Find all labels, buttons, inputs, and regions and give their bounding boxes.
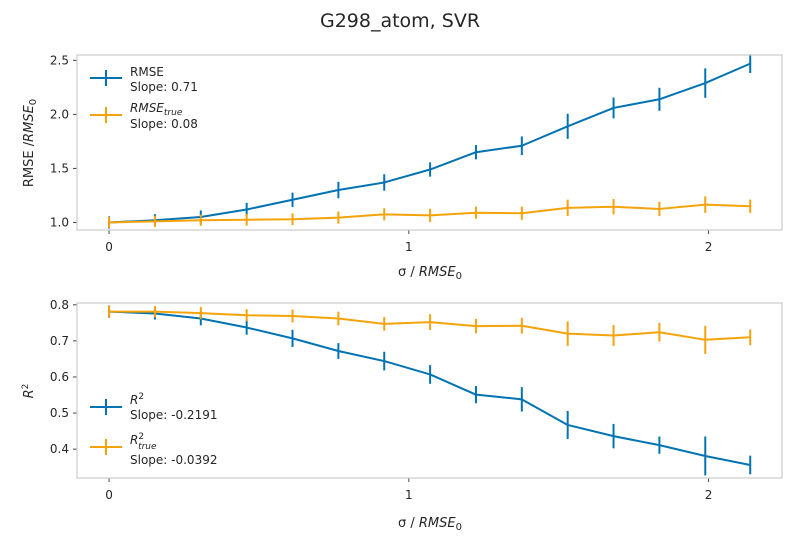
bottom-x-axis-label: σ / RMSE0: [398, 516, 462, 533]
top-chart: 0 1 2 1.0 1.5 2.0 2.5 RMSE Slope: 0.71 RMSEtru…: [22, 53, 783, 282]
top-chart-ticks: 0 1 2 1.0 1.5 2.0 2.5: [50, 53, 712, 254]
top-x-axis-label: σ / RMSE0: [398, 265, 462, 282]
legend-label-r2-true: R2 true: [130, 432, 157, 452]
legend-slope-rmse-true: Slope: 0.08: [130, 117, 198, 131]
legend-label-rmse: RMSE: [130, 65, 164, 79]
legend-label-r2: R2: [130, 392, 144, 407]
bottom-chart-ticks: 0 1 2 0.4 0.5 0.6 0.7 0.8: [50, 298, 712, 502]
top-y-tick-label: 1.0: [50, 215, 69, 229]
top-legend: RMSE Slope: 0.71 RMSEtrue Slope: 0.08: [90, 65, 198, 131]
bottom-x-tick-label: 0: [105, 488, 113, 502]
legend-label-rmse-true: RMSEtrue: [130, 101, 183, 118]
top-y-tick-label: 2.0: [50, 107, 69, 121]
bottom-y-tick-label: 0.4: [50, 442, 69, 456]
bottom-chart-frame: [76, 302, 783, 479]
bottom-y-tick-label: 0.5: [50, 406, 69, 420]
top-chart-frame: [76, 54, 783, 231]
bottom-x-tick-label: 2: [705, 488, 713, 502]
top-y-axis-label: RMSE /RMSE0: [22, 99, 39, 187]
series-line-r2: [109, 310, 751, 466]
bottom-y-tick-label: 0.7: [50, 334, 69, 348]
bottom-chart-series: [108, 305, 752, 476]
top-chart-series: [108, 54, 752, 229]
bottom-y-tick-label: 0.8: [50, 298, 69, 312]
top-y-tick-label: 2.5: [50, 53, 69, 67]
bottom-x-tick-label: 1: [405, 488, 413, 502]
bottom-y-axis-label: R2: [21, 384, 37, 399]
bottom-y-tick-label: 0.6: [50, 370, 69, 384]
top-x-tick-label: 0: [105, 240, 113, 254]
bottom-legend: R2 Slope: -0.2191 R2 true Slope: -0.0392: [90, 392, 217, 467]
legend-slope-rmse: Slope: 0.71: [130, 80, 198, 94]
top-y-tick-label: 1.5: [50, 161, 69, 175]
legend-slope-r2: Slope: -0.2191: [130, 408, 217, 422]
bottom-chart: 0 1 2 0.4 0.5 0.6 0.7 0.8 R2 Slope: -0.2191 R2 t…: [21, 298, 783, 533]
top-x-tick-label: 1: [405, 240, 413, 254]
figure-title: G298_atom, SVR: [320, 10, 480, 32]
top-x-tick-label: 2: [705, 240, 713, 254]
series-line-rmse: [109, 62, 751, 224]
legend-slope-r2-true: Slope: -0.0392: [130, 453, 217, 467]
